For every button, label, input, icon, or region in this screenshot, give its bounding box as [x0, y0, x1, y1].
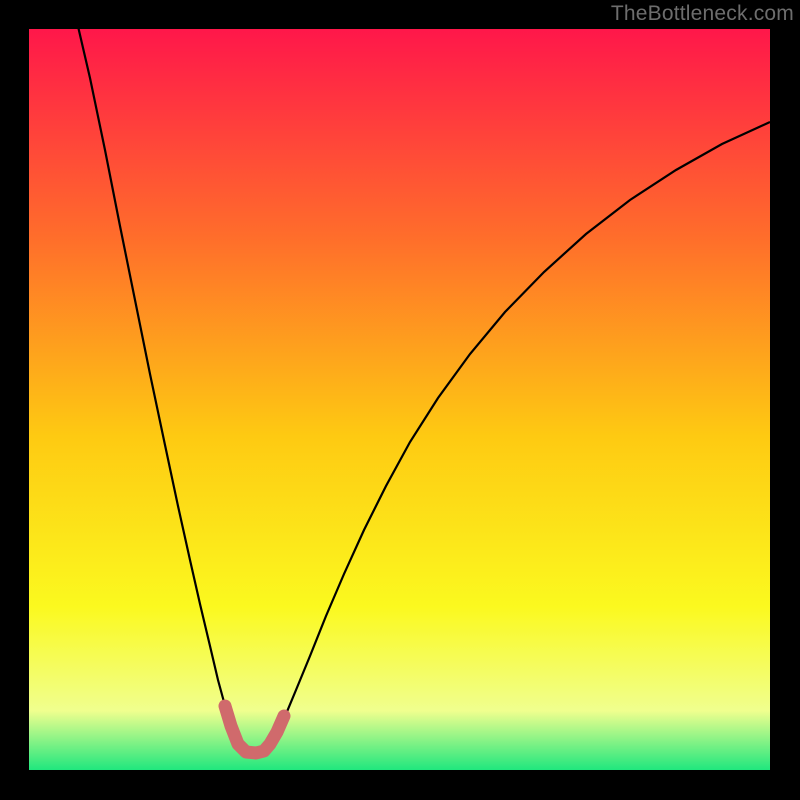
chart-frame: TheBottleneck.com — [0, 0, 800, 800]
watermark: TheBottleneck.com — [611, 2, 794, 26]
plot-background — [29, 29, 770, 770]
